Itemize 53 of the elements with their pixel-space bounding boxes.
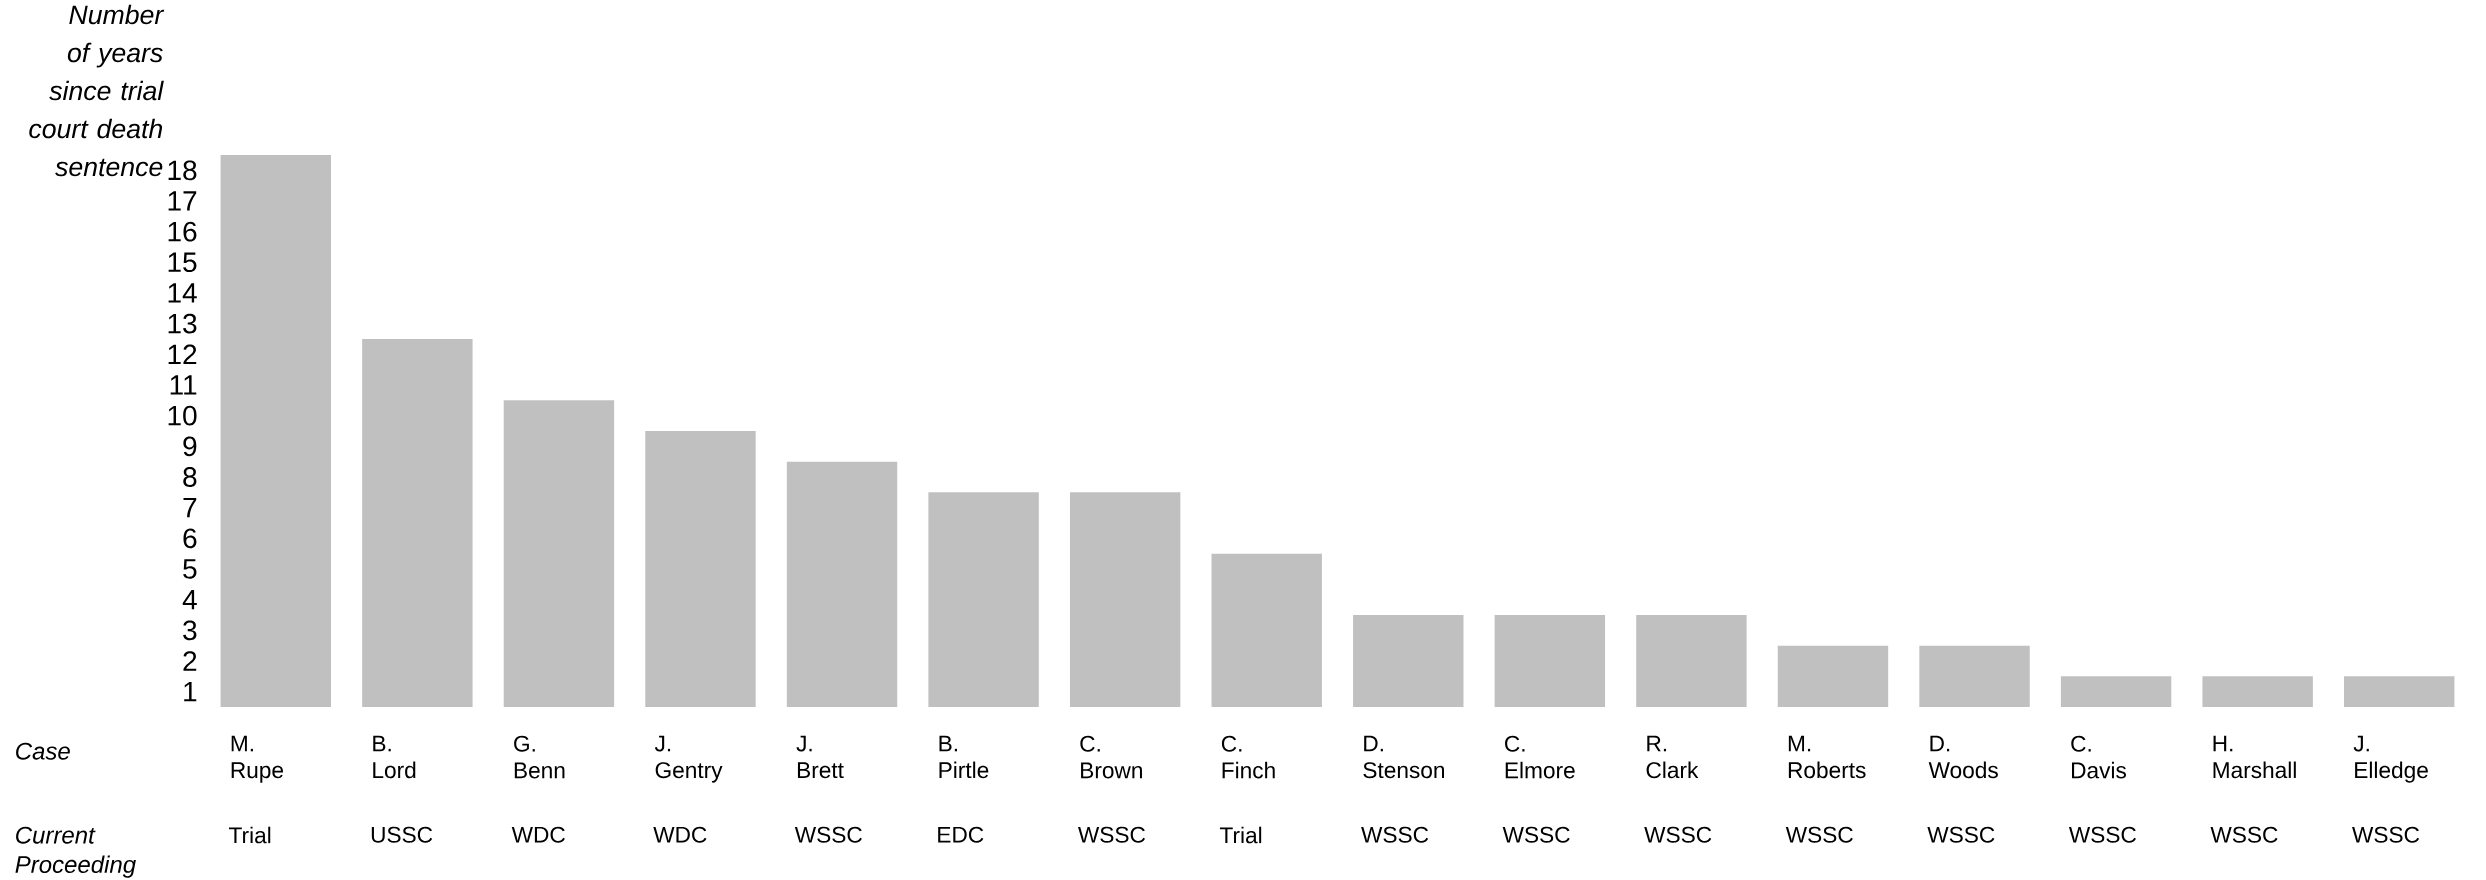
y-tick-label: 4 xyxy=(182,590,197,610)
y-tick-label: 2 xyxy=(183,651,197,671)
y-tick-label: 5 xyxy=(183,559,197,579)
x-tick-label: D. Stenson xyxy=(1363,735,1445,779)
text: WSSC xyxy=(1785,826,1853,843)
text: Trial xyxy=(1219,826,1262,844)
y-tick-label: 1 xyxy=(184,682,197,702)
text: USSC xyxy=(371,826,433,843)
x-tick-label: C. Elmore xyxy=(1505,735,1575,779)
x-tick-label: J. Brett xyxy=(796,735,844,779)
x-tick-label: M. Roberts xyxy=(1788,735,1866,779)
y-tick-label: 9 xyxy=(183,436,197,457)
x-tick-label: B. Pirtle xyxy=(939,735,989,779)
text: Trial xyxy=(229,826,271,844)
y-axis-title: Number of years since trial court death sentence xyxy=(29,4,165,177)
x-tick-label: R. Clark xyxy=(1646,735,1699,779)
text: WSSC xyxy=(1502,826,1570,843)
x-tick-label: H. Marshall xyxy=(2213,735,2296,779)
y-tick-label: 8 xyxy=(183,467,197,487)
text: WSSC xyxy=(2352,826,2420,843)
y-tick-label: 3 xyxy=(183,620,197,641)
y-tick-label: 18 xyxy=(168,160,197,181)
x-tick-label: D. Woods xyxy=(1928,735,1998,779)
y-tick-label: 6 xyxy=(183,528,197,549)
x-tick-label: M. Rupe xyxy=(231,735,284,783)
y-tick-label: 11 xyxy=(170,375,197,395)
y-tick-label: 12 xyxy=(168,344,197,365)
x-tick-label: J. Gentry xyxy=(654,735,723,783)
text: WSSC xyxy=(1077,826,1146,843)
text: WSSC xyxy=(1361,826,1429,843)
y-tick-label: 16 xyxy=(168,221,197,242)
y-tick-label: 14 xyxy=(168,283,197,303)
text: WDC xyxy=(511,826,565,843)
y-tick-label: 15 xyxy=(168,252,197,273)
y-tick-label: 17 xyxy=(168,191,197,211)
text: Current Proceeding xyxy=(15,826,136,878)
y-tick-label: 7 xyxy=(183,498,197,518)
y-tick-label: 10 xyxy=(168,405,197,426)
text: WSSC xyxy=(2068,826,2136,843)
x-tick-label: C. Brown xyxy=(1080,735,1142,779)
y-tick-label: 13 xyxy=(168,313,197,334)
text: WSSC xyxy=(1927,826,1995,843)
x-tick-label: B. Lord xyxy=(373,735,416,779)
x-tick-label: C. Davis xyxy=(2071,735,2126,779)
x-tick-label: G. Benn xyxy=(514,735,565,779)
text: WSSC xyxy=(794,826,862,843)
text: WSSC xyxy=(1644,826,1712,843)
text: WDC xyxy=(653,826,707,843)
text: WSSC xyxy=(2210,826,2278,843)
x-axis-title: Case xyxy=(16,742,70,760)
text: EDC xyxy=(938,826,984,843)
x-tick-label: C. Finch xyxy=(1221,735,1275,779)
x-tick-label: J. Elledge xyxy=(2353,735,2428,783)
